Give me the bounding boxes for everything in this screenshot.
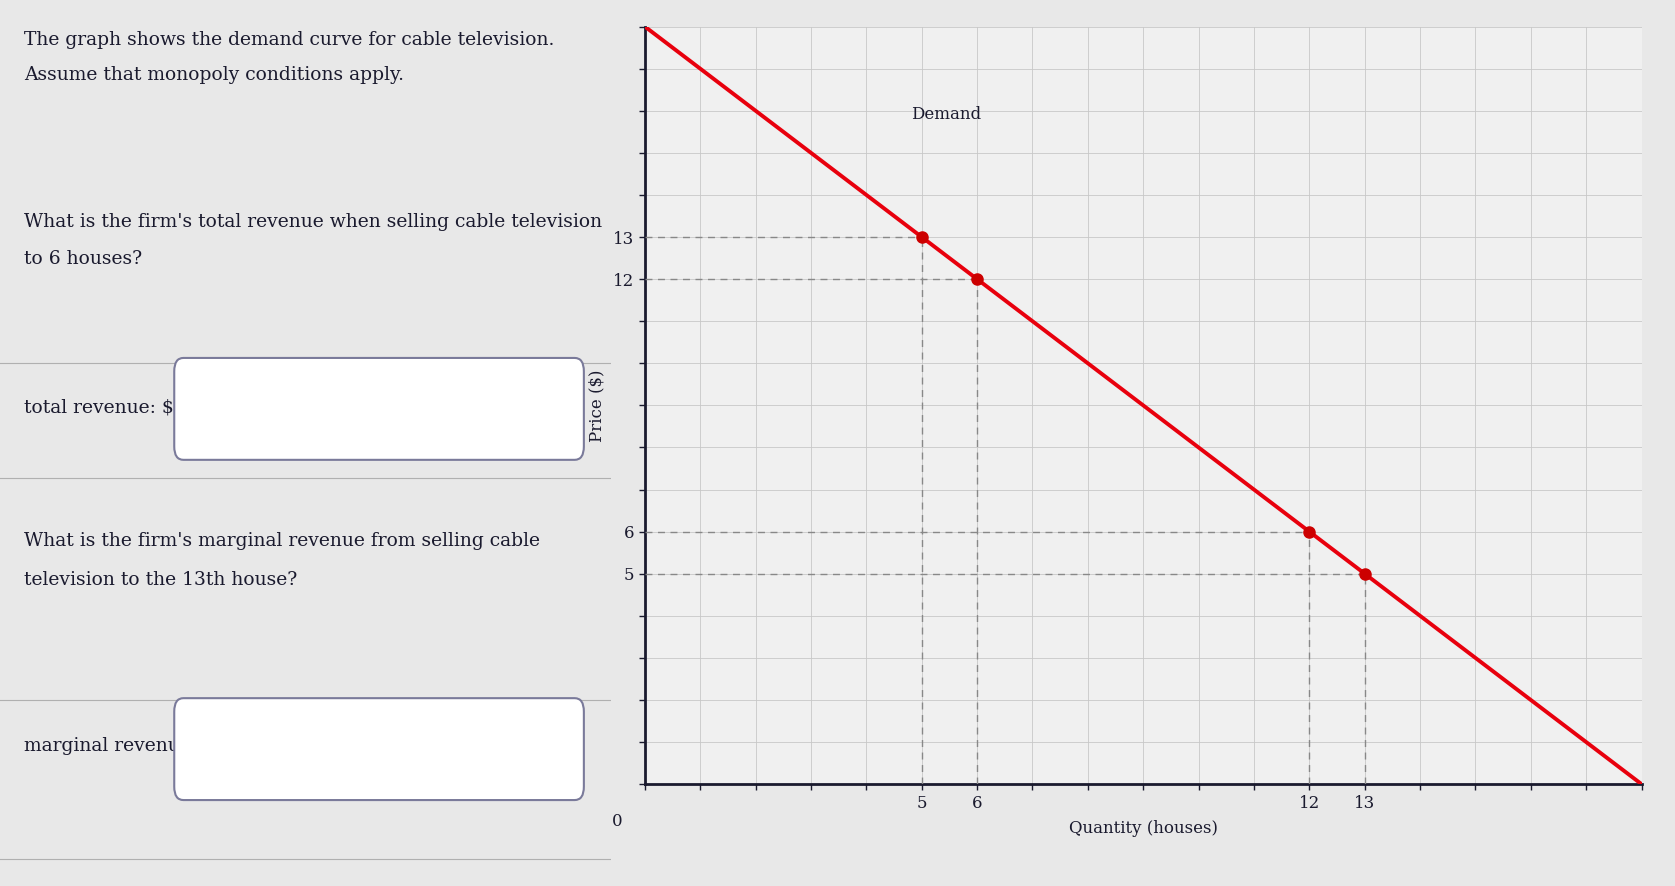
X-axis label: Quantity (houses): Quantity (houses) bbox=[1069, 820, 1218, 837]
Text: The graph shows the demand curve for cable television.: The graph shows the demand curve for cab… bbox=[25, 31, 554, 49]
Text: Assume that monopoly conditions apply.: Assume that monopoly conditions apply. bbox=[25, 66, 404, 84]
Text: What is the firm's marginal revenue from selling cable: What is the firm's marginal revenue from… bbox=[25, 532, 541, 549]
Text: Demand: Demand bbox=[911, 106, 982, 123]
Text: marginal revenue: $: marginal revenue: $ bbox=[25, 737, 216, 755]
Text: television to the 13th house?: television to the 13th house? bbox=[25, 571, 298, 588]
FancyBboxPatch shape bbox=[174, 358, 585, 460]
Text: to 6 houses?: to 6 houses? bbox=[25, 250, 142, 268]
Y-axis label: Price ($): Price ($) bbox=[588, 369, 605, 441]
Text: 0: 0 bbox=[611, 813, 623, 830]
Text: What is the firm's total revenue when selling cable television: What is the firm's total revenue when se… bbox=[25, 213, 603, 230]
FancyBboxPatch shape bbox=[174, 698, 585, 800]
Text: total revenue: $: total revenue: $ bbox=[25, 399, 174, 416]
